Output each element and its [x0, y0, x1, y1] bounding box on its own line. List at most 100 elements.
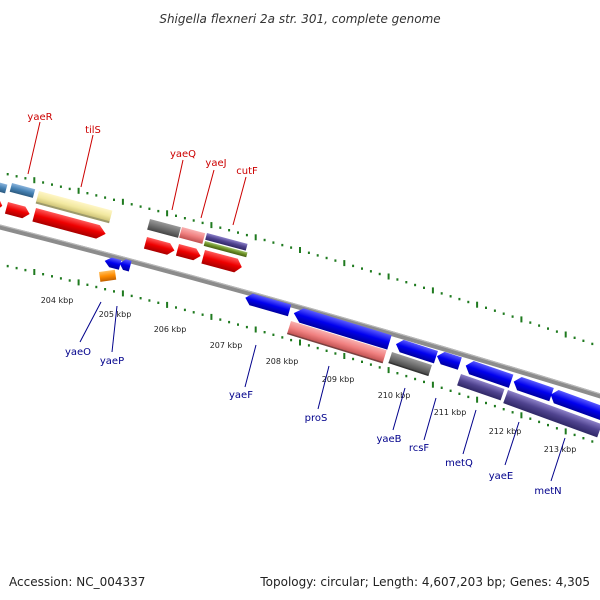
scale-label-204: 204 kbp: [41, 296, 74, 305]
outer-track-minor-tick: [502, 312, 505, 315]
gene-block-purple-cutf: [205, 233, 248, 251]
gene-arrow-blue-yaef: [245, 293, 292, 317]
outer-track-minor-tick: [316, 254, 319, 257]
outer-track-minor-tick: [237, 231, 239, 234]
outer-track-minor-tick: [458, 297, 461, 301]
inner-track-minor-tick: [547, 423, 549, 427]
outer-track-minor-tick: [59, 185, 62, 188]
outer-track-minor-tick: [290, 246, 293, 249]
outer-track-major-tick: [121, 198, 124, 205]
gene-label-rcsf: rcsF: [409, 443, 430, 454]
gene-label-yaeo: yaeO: [65, 347, 91, 358]
inner-track-major-tick: [299, 339, 301, 346]
inner-track-minor-tick: [290, 338, 293, 342]
gene-label-metq: metQ: [445, 458, 473, 469]
inner-track-major-tick: [254, 326, 257, 333]
gene-arrow-blue-long: [293, 308, 392, 350]
inner-track-minor-tick: [157, 301, 160, 304]
inner-track-minor-tick: [316, 346, 319, 350]
inner-track-minor-tick: [281, 336, 284, 339]
outer-track-minor-tick: [361, 267, 363, 270]
outer-track-minor-tick: [201, 221, 204, 225]
gene-label-yaej: yaeJ: [205, 158, 226, 169]
map-title: Shigella flexneri 2a str. 301, complete …: [159, 12, 440, 26]
gene-block-yellow-tils: [35, 191, 113, 224]
outer-track-minor-tick: [24, 177, 27, 180]
inner-track-minor-tick: [139, 297, 142, 300]
inner-track-minor-tick: [24, 268, 27, 272]
gene-label-yaeq: yaeQ: [170, 149, 196, 160]
outer-track-minor-tick: [272, 241, 275, 244]
scale-label-205: 205 kbp: [99, 310, 132, 319]
outer-track-major-tick: [33, 177, 36, 184]
outer-track-minor-tick: [493, 309, 496, 312]
inner-track-minor-tick: [175, 306, 177, 309]
inner-track-minor-tick: [485, 401, 487, 405]
gene-arrow-red-3: [32, 208, 106, 239]
outer-track-minor-tick: [192, 219, 195, 222]
outer-track-minor-tick: [440, 292, 443, 295]
outer-track-minor-tick: [6, 173, 9, 176]
gene-block-pink-pros: [286, 321, 387, 364]
gene-arrow-red-1: [0, 198, 3, 210]
outer-track-minor-tick: [68, 187, 71, 191]
inner-track-minor-tick: [192, 311, 195, 314]
inner-track-minor-tick: [449, 389, 452, 392]
inner-track-minor-tick: [15, 266, 18, 270]
gene-arrow-blue-yaee: [513, 376, 554, 402]
gene-block-orange: [99, 269, 117, 282]
outer-track-minor-tick: [467, 300, 470, 304]
gene-arrow-red-2: [4, 202, 30, 219]
inner-track-minor-tick: [467, 395, 470, 399]
gene-label-cutf: cutF: [236, 166, 258, 177]
inner-track-minor-tick: [573, 433, 576, 437]
gene-arrow-blue-yaeb: [395, 339, 438, 364]
inner-track-minor-tick: [440, 386, 443, 389]
outer-track-minor-tick: [555, 330, 558, 333]
outer-track-minor-tick: [352, 264, 355, 268]
outer-track-major-tick: [166, 210, 169, 217]
gene-arrow-red-6: [201, 250, 242, 273]
outer-track-major-tick: [210, 222, 213, 229]
inner-track-minor-tick: [334, 352, 337, 355]
outer-track-minor-tick: [405, 281, 408, 284]
outer-track-minor-tick: [148, 207, 151, 210]
inner-track-minor-tick: [42, 273, 45, 276]
inner-track-minor-tick: [555, 427, 558, 430]
gene-block-pink-yaej: [179, 227, 206, 244]
outer-track-major-tick: [254, 234, 257, 241]
inner-track-minor-tick: [95, 285, 98, 289]
inner-track-minor-tick: [458, 392, 461, 395]
gene-block-purple-metn: [503, 390, 600, 438]
outer-track-minor-tick: [485, 306, 487, 309]
inner-track-minor-tick: [113, 290, 115, 293]
inner-track-major-tick: [564, 428, 567, 435]
inner-track-minor-tick: [201, 313, 204, 316]
gene-label-yaep: yaeP: [100, 356, 124, 367]
outer-track-minor-tick: [325, 256, 328, 260]
inner-track-major-tick: [343, 353, 346, 359]
outer-track-minor-tick: [414, 283, 417, 287]
outer-track-minor-tick: [263, 238, 266, 242]
outer-tick-track: [6, 173, 594, 346]
outer-track-major-tick: [564, 331, 567, 338]
inner-track-minor-tick: [529, 417, 532, 420]
inner-track-major-tick: [431, 381, 434, 388]
inner-track-minor-tick: [59, 277, 62, 280]
outer-track-minor-tick: [104, 196, 107, 199]
outer-track-minor-tick: [130, 203, 133, 206]
outer-track-minor-tick: [113, 198, 115, 201]
outer-track-minor-tick: [42, 181, 45, 184]
outer-track-major-tick: [476, 301, 479, 308]
outer-track-minor-tick: [157, 209, 160, 213]
inner-track-major-tick: [33, 269, 36, 275]
inner-track-minor-tick: [219, 318, 222, 321]
outer-track-major-tick: [343, 260, 346, 267]
gene-arrow-blue-yaeo: [104, 257, 122, 270]
scale-label-210: 210 kbp: [378, 391, 411, 400]
outer-track-minor-tick: [86, 192, 89, 195]
outer-track-minor-tick: [15, 175, 18, 178]
outer-track-minor-tick: [95, 194, 98, 197]
backbone: [0, 224, 600, 399]
